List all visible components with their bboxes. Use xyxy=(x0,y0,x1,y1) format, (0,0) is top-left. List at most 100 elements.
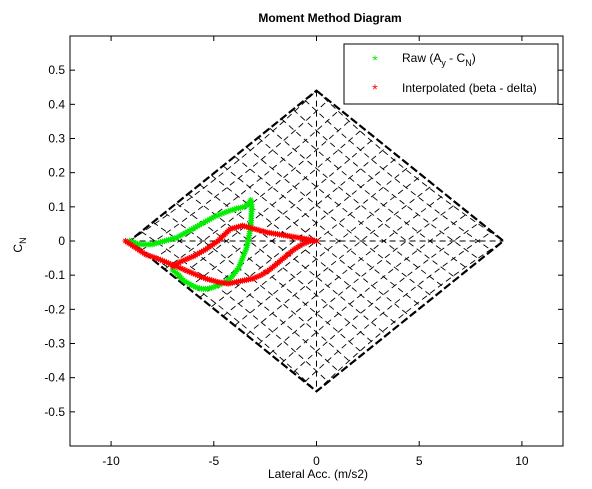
series-point-marker xyxy=(210,214,217,221)
series-point-marker xyxy=(210,284,217,291)
mmd-grid-line xyxy=(281,118,469,270)
series-point-marker xyxy=(212,278,219,285)
series-point-marker xyxy=(169,263,176,270)
series-point-marker xyxy=(196,285,203,292)
series-point-marker xyxy=(167,236,174,243)
series-point-marker xyxy=(153,240,160,247)
series-point-marker xyxy=(194,251,201,258)
series-point-marker xyxy=(155,255,162,262)
y-tick-label: 0.2 xyxy=(48,166,65,180)
series-point-marker xyxy=(229,225,236,232)
legend-box xyxy=(343,43,559,105)
series-point-marker xyxy=(253,273,260,280)
series-point-marker xyxy=(242,248,249,255)
series-point-marker xyxy=(169,235,176,242)
series-point-marker xyxy=(161,258,168,265)
mmd-grid-line xyxy=(316,90,504,242)
series-point-marker xyxy=(237,261,244,268)
mmd-grid-line xyxy=(176,203,364,355)
mmd-grid-line xyxy=(316,240,504,392)
x-tick-label: -5 xyxy=(208,454,219,468)
series-point-marker xyxy=(206,216,213,223)
series-point-marker xyxy=(251,274,258,281)
series-point-marker xyxy=(241,250,248,257)
series-point-marker xyxy=(186,280,193,287)
series-point-marker xyxy=(297,242,304,249)
y-axis-ticks: 0.5 0.4 0.3 0.2 0.1 0 -0.1 -0.2 -0.3 -0.4 -0.5 xyxy=(44,63,563,419)
series-point-marker xyxy=(171,262,178,269)
series-point-marker xyxy=(204,217,211,224)
series-point-marker xyxy=(204,276,211,283)
series-point-marker xyxy=(233,224,240,231)
mmd-grid-line xyxy=(141,231,329,383)
series-point-marker xyxy=(184,267,191,274)
x-tick-label: -10 xyxy=(102,454,120,468)
series-point-marker xyxy=(190,253,197,260)
series-point-marker xyxy=(194,284,201,291)
series-point-marker xyxy=(163,237,170,244)
series-point-marker xyxy=(157,239,164,246)
mmd-grid-line xyxy=(152,221,341,373)
series-point-marker xyxy=(295,243,302,250)
series-point-marker xyxy=(145,252,152,259)
series-point-marker xyxy=(255,273,262,280)
series-point-marker xyxy=(153,255,160,262)
series-point-marker xyxy=(194,272,201,279)
series-point-marker xyxy=(159,257,166,264)
series-point-marker xyxy=(130,239,137,246)
series-point-marker xyxy=(188,226,195,233)
mmd-grid-line xyxy=(269,127,457,279)
series-point-marker xyxy=(132,240,139,247)
series-point-marker xyxy=(188,254,195,261)
series-point-marker xyxy=(126,238,133,244)
series-point-marker xyxy=(184,279,191,286)
series-point-marker xyxy=(165,260,172,267)
series-point-marker xyxy=(216,211,223,218)
series-point-marker xyxy=(206,285,213,292)
series-point-marker xyxy=(128,238,135,245)
series-point-marker xyxy=(260,270,267,277)
series-point-marker xyxy=(202,218,209,225)
series-point-marker xyxy=(200,247,207,254)
series-point-marker xyxy=(190,270,197,277)
series-point-marker xyxy=(262,228,269,235)
mmd-grid-line xyxy=(141,99,329,251)
series-point-marker xyxy=(151,240,158,247)
series-point-marker xyxy=(194,223,201,230)
series-point-marker xyxy=(214,212,221,219)
series-point-marker xyxy=(179,266,186,273)
series-point-marker xyxy=(253,226,260,233)
series-point-marker xyxy=(182,278,189,285)
series-point-marker xyxy=(258,272,265,279)
series-point-marker xyxy=(251,226,258,233)
series-point-marker xyxy=(208,277,215,284)
series-point-marker xyxy=(159,238,166,245)
series-point-marker xyxy=(177,232,184,239)
series-point-marker xyxy=(192,224,199,231)
series-point-marker xyxy=(173,261,180,268)
series-point-marker xyxy=(192,284,199,291)
legend: * Raw (Ay - CN) * Interpolated (beta - d… xyxy=(343,43,559,105)
series-point-marker xyxy=(198,248,205,255)
series-point-marker xyxy=(155,239,162,246)
series-point-marker xyxy=(210,277,217,284)
series-point-marker xyxy=(186,227,193,234)
series-point-marker xyxy=(237,223,244,230)
series-point-marker xyxy=(134,240,141,247)
legend-label-raw: Raw (Ay - CN) xyxy=(402,51,476,68)
mmd-grid-line xyxy=(292,221,481,373)
series-point-marker xyxy=(175,233,182,240)
series-point-marker xyxy=(190,282,197,289)
series-point-marker xyxy=(223,208,230,215)
series-point-marker xyxy=(188,281,195,288)
y-tick-label: 0 xyxy=(58,234,65,248)
mmd-grid-line xyxy=(304,99,492,251)
series-point-marker xyxy=(143,251,150,258)
series-point-marker xyxy=(243,244,250,251)
series-point-marker xyxy=(165,236,172,243)
series-point-marker xyxy=(231,224,238,231)
legend-marker-raw: * xyxy=(372,52,378,68)
series-point-marker xyxy=(200,219,207,226)
series-point-marker xyxy=(167,261,174,268)
